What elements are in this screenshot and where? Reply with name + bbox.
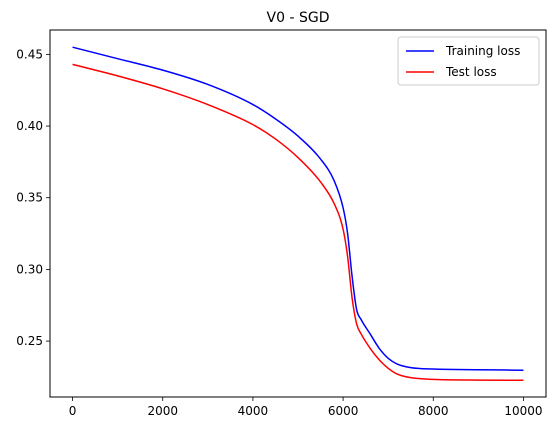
x-tick-label: 0	[69, 404, 77, 418]
plot-area	[72, 46, 524, 381]
y-tick-label: 0.35	[16, 191, 43, 205]
y-tick-label: 0.45	[16, 47, 43, 61]
x-tick-label: 10000	[504, 404, 542, 418]
x-tick-label: 6000	[328, 404, 359, 418]
legend-box	[397, 36, 540, 86]
series-line-test-loss	[72, 63, 524, 381]
y-tick-label: 0.30	[16, 262, 43, 276]
legend-label: Training loss	[445, 44, 520, 58]
legend: Training loss Test loss	[397, 36, 540, 86]
series-line-training-loss	[72, 46, 524, 371]
x-tick-label: 2000	[147, 404, 178, 418]
y-tick-label: 0.40	[16, 119, 43, 133]
axes-frame	[49, 29, 547, 398]
x-axis: 0 2000 4000 6000 8000 10000	[69, 397, 543, 418]
legend-label: Test loss	[445, 65, 497, 79]
chart-title: V0 - SGD	[267, 10, 330, 26]
y-tick-label: 0.25	[16, 334, 43, 348]
y-axis: 0.25 0.30 0.35 0.40 0.45	[16, 47, 50, 348]
x-tick-label: 8000	[418, 404, 449, 418]
x-tick-label: 4000	[238, 404, 269, 418]
